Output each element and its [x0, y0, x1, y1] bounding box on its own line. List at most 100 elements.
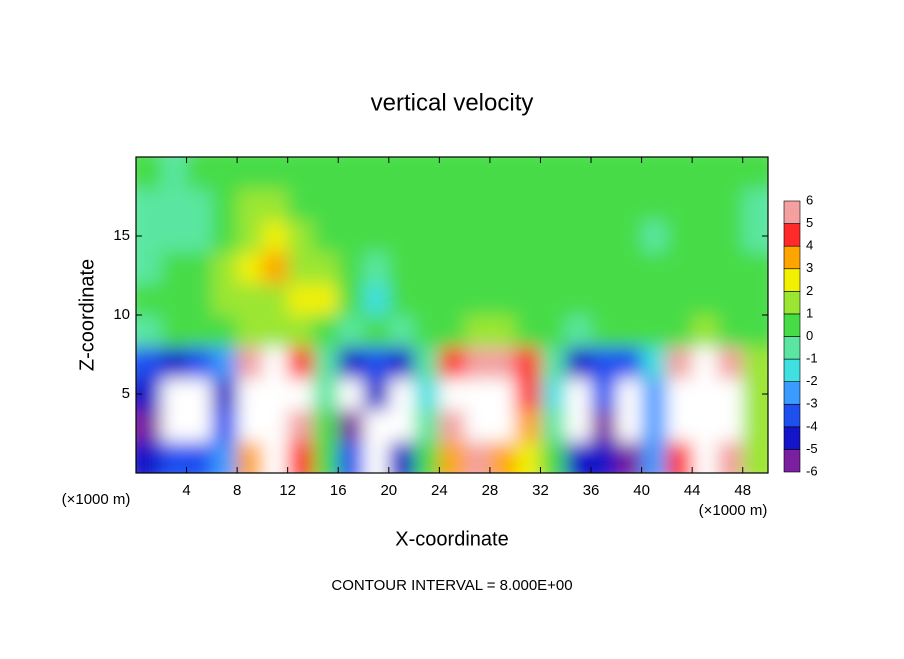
chart-title: vertical velocity	[371, 89, 534, 116]
field-cell	[363, 251, 390, 284]
field-cell	[211, 157, 238, 190]
field-cell	[287, 378, 314, 411]
field-cell	[641, 441, 668, 473]
field-cell	[414, 346, 440, 379]
field-cell	[262, 409, 289, 442]
field-cell	[136, 283, 162, 316]
field-cell	[540, 315, 567, 348]
field-cell	[616, 378, 643, 411]
field-cell	[464, 346, 491, 379]
field-cell	[717, 220, 744, 253]
field-cell	[414, 315, 440, 348]
field-cell	[616, 157, 643, 190]
field-cell	[464, 409, 491, 442]
x-tick-label: 40	[633, 482, 650, 499]
field-cell	[591, 220, 617, 253]
field-cell	[591, 441, 617, 473]
field-cell	[161, 188, 188, 221]
field-cell	[287, 441, 314, 473]
field-cell	[464, 315, 491, 348]
colorbar-segment	[783, 381, 801, 405]
field-cell	[666, 251, 693, 284]
field-cell	[641, 315, 668, 348]
field-cell	[515, 251, 541, 284]
field-cell	[237, 188, 263, 221]
field-cell	[363, 188, 390, 221]
field-cell	[388, 283, 415, 316]
field-cell	[717, 441, 744, 473]
colorbar-segment	[783, 200, 801, 224]
field-cell	[388, 315, 415, 348]
field-cell	[161, 315, 188, 348]
field-cell	[565, 251, 592, 284]
colorbar-label: -4	[806, 418, 818, 433]
field-cell	[464, 251, 491, 284]
field-cell	[262, 251, 289, 284]
colorbar-label: -1	[806, 351, 818, 366]
field-cell	[312, 220, 339, 253]
field-cell	[616, 409, 643, 442]
field-cell	[186, 441, 213, 473]
field-cell	[692, 157, 718, 190]
colorbar-segment	[783, 426, 801, 450]
field-cell	[666, 409, 693, 442]
field-cell	[692, 188, 718, 221]
field-cell	[161, 220, 188, 253]
field-cell	[414, 378, 440, 411]
field-cell	[692, 283, 718, 316]
field-cell	[692, 409, 718, 442]
colorbar-segment	[783, 268, 801, 292]
field-cell	[616, 220, 643, 253]
field-cell	[388, 409, 415, 442]
colorbar-segment	[783, 291, 801, 315]
colorbar-label: -2	[806, 373, 818, 388]
field-cell	[591, 157, 617, 190]
field-cell	[489, 283, 516, 316]
colorbar-segment	[783, 245, 801, 270]
field-cell	[312, 409, 339, 442]
field-cell	[565, 315, 592, 348]
field-cell	[717, 378, 744, 411]
field-cell	[338, 188, 365, 221]
field-cell	[515, 283, 541, 316]
field-cell	[489, 346, 516, 379]
field-cell	[237, 315, 263, 348]
field-cell	[312, 283, 339, 316]
colorbar-label: 2	[806, 283, 813, 298]
field-cell	[717, 409, 744, 442]
field-cell	[186, 409, 213, 442]
field-cell	[540, 220, 567, 253]
field-cell	[363, 157, 390, 190]
field-cell	[565, 378, 592, 411]
field-cell	[161, 283, 188, 316]
field-cell	[742, 409, 768, 442]
x-tick-label: 24	[431, 482, 448, 499]
field-cell	[717, 251, 744, 284]
field-cell	[186, 157, 213, 190]
field-cell	[692, 346, 718, 379]
field-cell	[464, 441, 491, 473]
field-cell	[641, 188, 668, 221]
field-cell	[489, 157, 516, 190]
field-cell	[641, 409, 668, 442]
field-cell	[666, 157, 693, 190]
colorbar-segment	[783, 223, 801, 247]
field-cell	[161, 157, 188, 190]
colorbar-segment	[783, 313, 801, 337]
colorbar-label: 3	[806, 260, 813, 275]
field-cell	[742, 283, 768, 316]
field-cell	[338, 409, 365, 442]
field-cell	[211, 378, 238, 411]
field-cell	[237, 283, 263, 316]
field-cell	[515, 188, 541, 221]
field-cell	[414, 220, 440, 253]
field-cell	[641, 251, 668, 284]
field-cell	[338, 251, 365, 284]
field-cell	[591, 315, 617, 348]
colorbar-label: 4	[806, 238, 813, 253]
field-cell	[489, 220, 516, 253]
field-cell	[136, 157, 162, 190]
field-cell	[237, 378, 263, 411]
field-cell	[136, 346, 162, 379]
field-cell	[692, 441, 718, 473]
